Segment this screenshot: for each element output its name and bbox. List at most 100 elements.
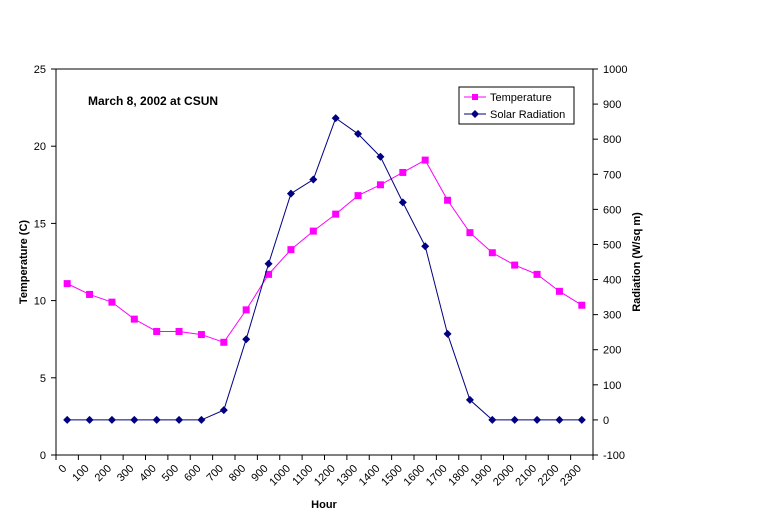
data-point-solar-radiation (376, 152, 385, 161)
x-tick-label: 700 (204, 463, 225, 484)
data-point-solar-radiation (130, 415, 139, 424)
y-tick-label: 5 (40, 373, 46, 385)
x-tick-label: 2000 (491, 463, 517, 489)
y2-tick-label: 200 (603, 345, 621, 357)
y2-tick-label: 0 (603, 415, 609, 427)
data-point-temperature (265, 270, 273, 278)
series-line-temperature (66, 159, 583, 343)
data-point-temperature (578, 301, 586, 309)
data-point-solar-radiation (286, 189, 295, 198)
y2-tick-label: 900 (603, 99, 621, 111)
chart-annotation: March 8, 2002 at CSUN (88, 94, 218, 108)
data-point-solar-radiation (354, 129, 363, 138)
y2-tick-label: 700 (603, 169, 621, 181)
data-point-temperature (332, 210, 340, 218)
data-point-solar-radiation (533, 415, 542, 424)
y2-tick-label: 800 (603, 134, 621, 146)
legend-solar-label: Solar Radiation (490, 109, 565, 121)
x-tick-label: 1100 (290, 463, 315, 488)
x-tick-label: 1300 (334, 463, 360, 489)
y-axis-left: 0 5 10 15 20 25 (34, 64, 56, 462)
data-point-temperature (376, 181, 384, 189)
data-point-solar-radiation (398, 198, 407, 207)
data-point-temperature (466, 229, 474, 237)
x-tick-label: 2100 (513, 463, 539, 489)
data-point-solar-radiation (555, 415, 564, 424)
legend-solar-marker (471, 110, 479, 118)
series-temperature (63, 156, 586, 346)
x-tick-label: 200 (93, 463, 114, 484)
x-tick-label: 600 (182, 463, 203, 484)
legend: Temperature Solar Radiation (458, 86, 575, 125)
data-point-temperature (444, 196, 452, 204)
data-point-temperature (242, 306, 250, 314)
legend-temperature-label: Temperature (490, 92, 552, 104)
x-tick-label: 500 (160, 463, 181, 484)
data-point-solar-radiation (152, 415, 161, 424)
y-tick-label: 15 (34, 218, 46, 230)
x-tick-label: 1700 (424, 463, 450, 489)
data-point-temperature (175, 327, 183, 335)
data-point-solar-radiation (85, 415, 94, 424)
y-tick-label: 25 (34, 64, 46, 76)
data-point-solar-radiation (197, 415, 206, 424)
data-point-temperature (421, 156, 429, 164)
data-point-solar-radiation (443, 329, 452, 338)
data-point-temperature (533, 270, 541, 278)
y2-tick-label: 500 (603, 239, 621, 251)
y2-tick-label: 600 (603, 204, 621, 216)
x-tick-label: 2200 (536, 463, 562, 489)
y2-tick-label: 300 (603, 310, 621, 322)
x-tick-label: 2300 (558, 463, 584, 489)
data-point-solar-radiation (219, 406, 228, 415)
x-tick-label: 1600 (402, 463, 428, 489)
series-layer (63, 114, 586, 424)
y2-tick-label: 1000 (603, 64, 627, 76)
y-tick-label: 0 (40, 450, 46, 462)
legend-temperature-marker (472, 94, 478, 100)
x-tick-label: 300 (115, 463, 136, 484)
x-axis-title: Hour (311, 499, 337, 511)
data-point-solar-radiation (63, 415, 72, 424)
data-point-solar-radiation (175, 415, 184, 424)
data-point-temperature (197, 331, 205, 339)
data-point-temperature (220, 338, 228, 346)
data-point-solar-radiation (331, 114, 340, 123)
data-point-solar-radiation (577, 415, 586, 424)
x-tick-label: 800 (227, 463, 248, 484)
x-tick-label: 1200 (312, 463, 338, 489)
y-axis-right-title: Radiation (W/sq m) (631, 212, 643, 312)
data-point-temperature (287, 246, 295, 254)
data-point-temperature (354, 192, 362, 200)
x-tick-label: 1500 (379, 463, 405, 489)
data-point-temperature (309, 227, 317, 235)
x-tick-label: 1000 (267, 463, 293, 489)
data-point-temperature (555, 287, 563, 295)
x-tick-label: 1800 (446, 463, 472, 489)
data-point-solar-radiation (242, 335, 251, 344)
data-point-temperature (86, 290, 94, 298)
y-axis-right: -100 0 100 200 300 400 500 600 700 800 900 1000 (593, 64, 627, 462)
plot-area (55, 68, 594, 456)
y2-tick-label: -100 (603, 450, 625, 462)
x-tick-label: 400 (137, 463, 158, 484)
data-point-temperature (130, 315, 138, 323)
data-point-temperature (63, 280, 71, 288)
y-tick-label: 10 (34, 296, 46, 308)
data-point-temperature (153, 327, 161, 335)
data-point-temperature (511, 261, 519, 269)
y2-tick-label: 100 (603, 380, 621, 392)
data-point-solar-radiation (510, 415, 519, 424)
x-tick-label: 0 (56, 463, 69, 476)
data-point-temperature (108, 298, 116, 306)
y-axis-left-title: Temperature (C) (18, 220, 30, 304)
legend-box (458, 86, 575, 125)
data-point-solar-radiation (264, 259, 273, 268)
data-point-temperature (399, 168, 407, 176)
data-point-solar-radiation (309, 175, 318, 184)
y2-tick-label: 400 (603, 275, 621, 287)
x-axis: 0 100 200 300 400 500 600 700 800 900100011001200… (55, 455, 594, 489)
data-point-solar-radiation (488, 415, 497, 424)
x-tick-label: 100 (70, 463, 91, 484)
